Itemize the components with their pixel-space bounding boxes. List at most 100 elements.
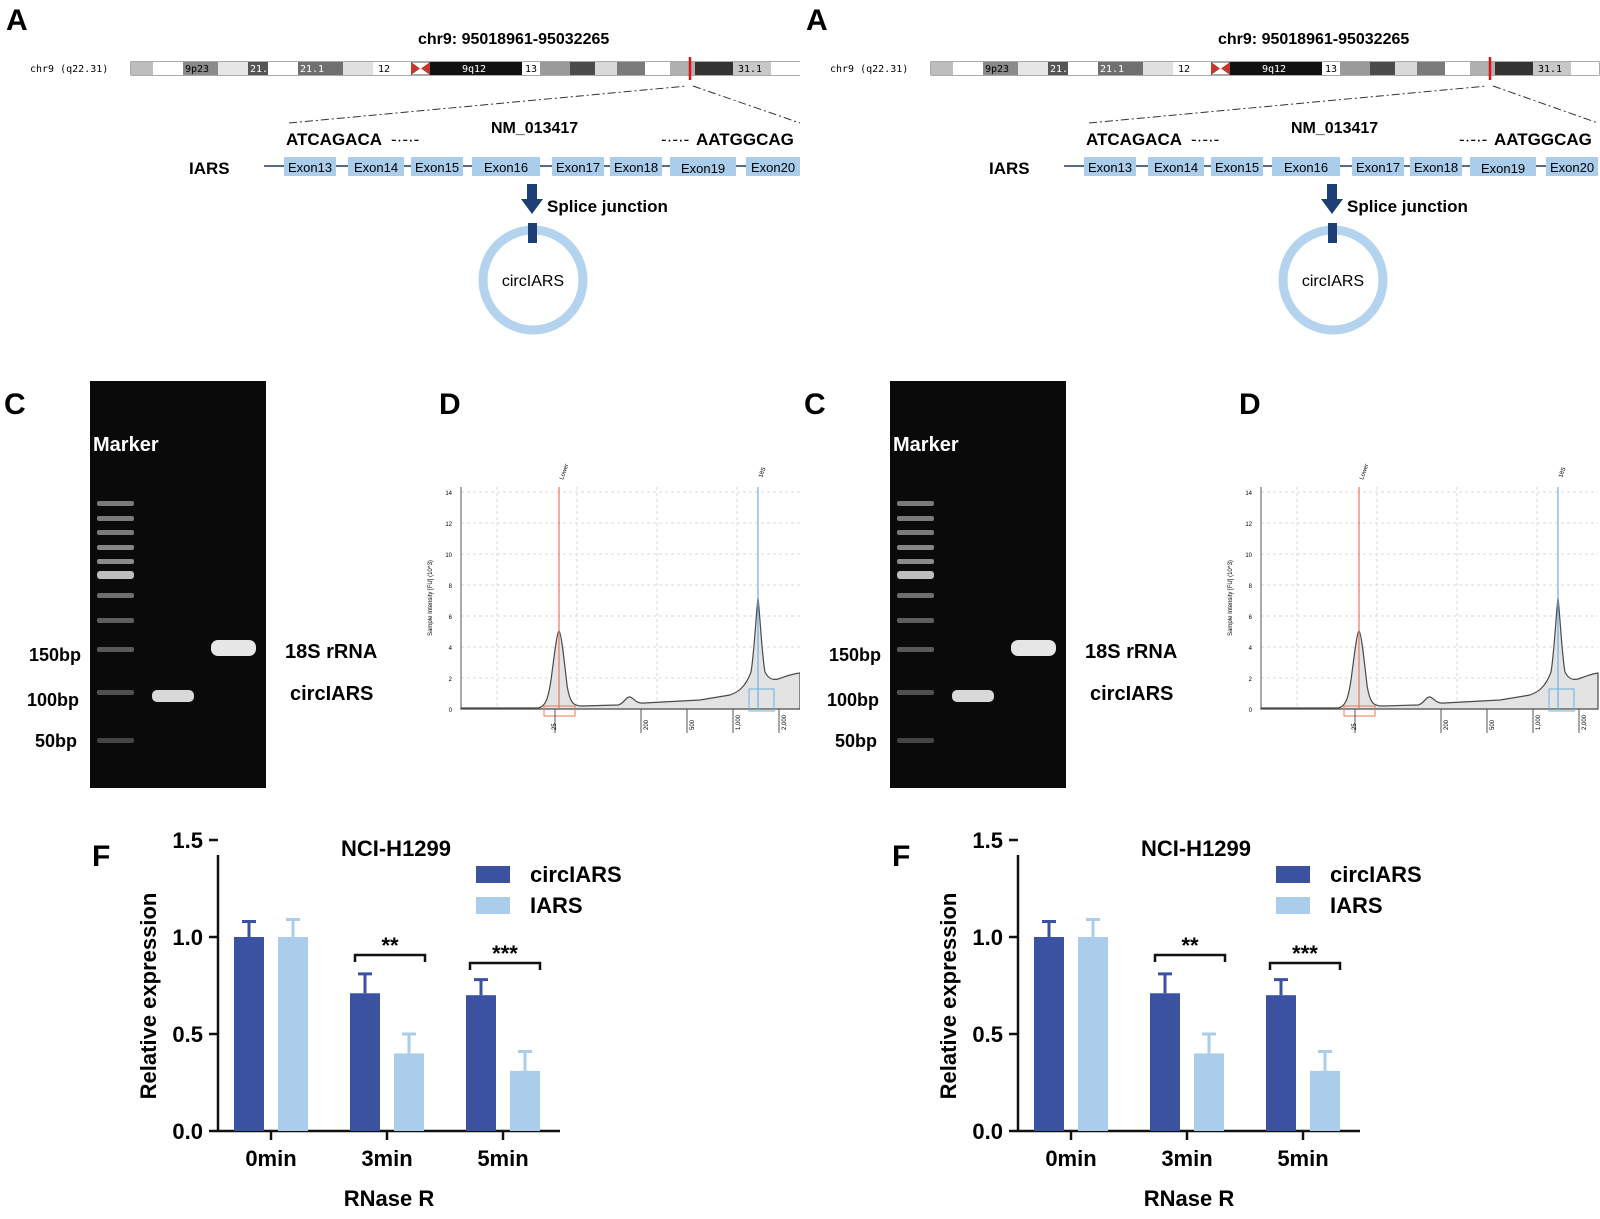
trace-y-tick: 8 [449, 584, 453, 590]
trace-y-tick: 14 [1245, 491, 1252, 497]
significance-marker: ** [381, 933, 399, 958]
band-label: 21.3 [1050, 64, 1074, 75]
splice-junction-label: Splice junction [547, 197, 668, 216]
trace-y-tick: 12 [445, 522, 452, 528]
exon-box [472, 157, 540, 176]
locus-label: chr9: 95018961-95032265 [418, 31, 609, 48]
chromosome-ideogram [130, 57, 800, 80]
figure-canvas: A chr9: 95018961-95032265 chr9 (q22.31) [804, 4, 1600, 1211]
dash-dot-left: -·-·- [1191, 130, 1219, 149]
splice-arrow-icon [1321, 184, 1343, 214]
legend-swatch [476, 866, 510, 883]
exon-box [670, 157, 736, 176]
error-bar [286, 918, 300, 937]
exon-box [1211, 157, 1263, 176]
panel-letter-d: D [439, 388, 461, 421]
error-bar [358, 972, 372, 994]
error-bar [474, 978, 488, 996]
junction-marker [528, 223, 537, 243]
dash-dot-left: -·-·- [391, 130, 419, 149]
exon-label: Exon13 [1088, 160, 1132, 175]
exon-box [552, 157, 604, 176]
chart-y-tick-label: 1.0 [172, 925, 203, 950]
size-label-150: 150bp [29, 645, 81, 665]
trace-y-tick: 14 [445, 491, 452, 497]
band-label: 13 [525, 64, 537, 75]
figure-canvas: A chr9: 95018961-95032265 chr9 (q22.31) [4, 4, 800, 1211]
transcript-id: NM_013417 [491, 120, 578, 137]
panel-letter-a: A [806, 4, 828, 37]
bar [1078, 937, 1108, 1131]
chart-x-ticks: 0min 3min 5min [245, 1131, 529, 1171]
trace-y-tick: 4 [1249, 646, 1253, 652]
electropherogram-trace [1260, 597, 1599, 710]
rrna-band [1011, 640, 1056, 656]
rrna-peak-label: 18S [1558, 467, 1567, 479]
rrna-band-label: 18S rRNA [1085, 641, 1177, 663]
legend-label: circIARS [530, 862, 622, 887]
chromosome-label: chr9 (q22.31) [830, 64, 908, 75]
dash-dot-right: -·-·- [1459, 130, 1487, 149]
size-label-150: 150bp [829, 645, 881, 665]
dash-dot-right: -·-·- [661, 130, 689, 149]
marker-ladder [97, 501, 134, 743]
significance-marker: *** [1292, 941, 1318, 966]
chart-x-tick-label: 0min [245, 1146, 296, 1171]
exon-box [1470, 157, 1536, 176]
rrna-marker-box [748, 688, 775, 712]
band-label: 9q12 [462, 64, 486, 75]
sequence-right: AATGGCAG [696, 130, 794, 149]
trace-y-tick: 10 [1245, 553, 1252, 559]
trace-y-tick: 6 [1249, 615, 1253, 621]
trace-gridlines [461, 487, 800, 709]
significance-bracket [353, 953, 542, 970]
chart-x-tick-label: 3min [1161, 1146, 1212, 1171]
chart-y-tick-label: 0.5 [972, 1022, 1003, 1047]
legend-swatch [1276, 897, 1310, 914]
exon-box [1148, 157, 1204, 176]
size-label-50: 50bp [35, 731, 77, 751]
bar [394, 1053, 424, 1131]
chart-y-tick-label: 1.5 [172, 828, 203, 853]
panel-letter-c: C [4, 388, 26, 421]
chromosome-label: chr9 (q22.31) [30, 64, 108, 75]
chart-x-tick-label: 5min [477, 1146, 528, 1171]
chart-y-axis-label: Relative expression [936, 893, 961, 1100]
chart-x-axis-label: RNase R [344, 1186, 435, 1211]
sequence-right: AATGGCAG [1494, 130, 1592, 149]
chart-y-tick-label: 1.5 [972, 828, 1003, 853]
chart-y-tick-label: 1.0 [972, 925, 1003, 950]
bar [278, 937, 308, 1131]
panel-c: C Marker 150bp 100bp 50bp 18S rRNA circI… [804, 381, 1177, 788]
lower-marker-box [1343, 705, 1376, 717]
panel-letter-f: F [92, 840, 110, 873]
error-bar [1086, 918, 1100, 937]
trace-y-tick: 10 [445, 553, 452, 559]
trace-x-tick: 2,000 [782, 714, 788, 730]
exon-label: Exon20 [1550, 160, 1594, 175]
panel-letter-a: A [6, 4, 28, 37]
bar [1150, 993, 1180, 1131]
exon-label: Exon18 [1414, 160, 1458, 175]
exon-box [1546, 157, 1598, 176]
exon-box [284, 157, 336, 176]
trace-y-tick: 4 [449, 646, 453, 652]
chart-x-tick-label: 3min [361, 1146, 412, 1171]
chart-title: NCI-H1299 [341, 836, 451, 861]
locus-label: chr9: 95018961-95032265 [1218, 31, 1409, 48]
marker-label: Marker [93, 434, 159, 456]
chart-title: NCI-H1299 [1141, 836, 1251, 861]
circrna-label: circIARS [502, 273, 564, 290]
panel-c: C Marker 150bp 100bp 50bp 18S rRNA circI… [4, 381, 377, 788]
exon-label: Exon20 [751, 160, 795, 175]
error-bar [1318, 1049, 1332, 1071]
circrna-band [152, 690, 194, 702]
bar [1310, 1070, 1340, 1131]
trace-x-tick: 500 [690, 719, 696, 730]
legend-label: IARS [530, 893, 583, 918]
gel-image [90, 381, 266, 788]
trace-x-tick: 1,000 [1536, 714, 1542, 730]
chart-y-tick-label: 0.0 [172, 1119, 203, 1144]
exon-label: Exon15 [415, 160, 459, 175]
chart-y-tick-label: 0.0 [972, 1119, 1003, 1144]
